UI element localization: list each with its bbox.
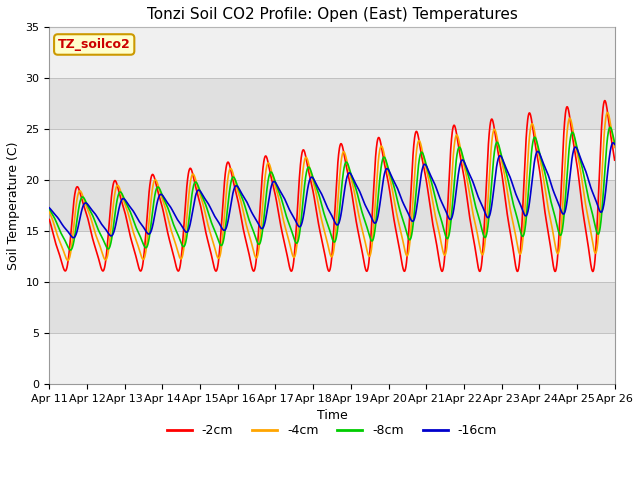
-4cm — [349, 181, 356, 187]
-8cm — [577, 158, 584, 164]
-16cm — [204, 199, 211, 205]
-2cm — [589, 269, 596, 275]
Line: -16cm: -16cm — [49, 143, 614, 238]
Bar — [49, 129, 614, 180]
-8cm — [204, 206, 211, 212]
Line: -8cm: -8cm — [49, 127, 614, 250]
-8cm — [45, 206, 53, 212]
-16cm — [70, 235, 77, 240]
Text: TZ_soilco2: TZ_soilco2 — [58, 38, 131, 51]
-2cm — [611, 157, 618, 163]
-4cm — [611, 144, 618, 150]
Bar — [49, 231, 614, 282]
-16cm — [577, 156, 584, 161]
Line: -2cm: -2cm — [49, 101, 614, 272]
Bar — [49, 27, 614, 78]
-2cm — [203, 234, 211, 240]
-2cm — [601, 98, 609, 104]
-8cm — [606, 124, 614, 130]
Line: -4cm: -4cm — [49, 112, 614, 261]
-4cm — [497, 153, 504, 158]
-16cm — [561, 209, 569, 215]
-8cm — [67, 247, 74, 253]
Bar — [49, 333, 614, 384]
-16cm — [349, 174, 356, 180]
-4cm — [45, 209, 53, 215]
-16cm — [497, 153, 504, 159]
-2cm — [577, 188, 584, 194]
-2cm — [361, 262, 369, 268]
-8cm — [361, 218, 369, 224]
-8cm — [561, 202, 569, 208]
X-axis label: Time: Time — [317, 409, 348, 422]
-16cm — [611, 142, 618, 147]
Title: Tonzi Soil CO2 Profile: Open (East) Temperatures: Tonzi Soil CO2 Profile: Open (East) Temp… — [147, 7, 517, 22]
Legend: -2cm, -4cm, -8cm, -16cm: -2cm, -4cm, -8cm, -16cm — [162, 419, 502, 442]
-16cm — [609, 140, 617, 145]
-8cm — [349, 176, 356, 182]
-4cm — [577, 168, 584, 174]
-2cm — [561, 119, 568, 125]
-4cm — [361, 238, 369, 243]
-2cm — [497, 161, 504, 167]
-8cm — [497, 149, 504, 155]
-4cm — [604, 109, 611, 115]
-16cm — [45, 205, 53, 211]
-4cm — [64, 258, 72, 264]
-2cm — [45, 216, 53, 222]
-4cm — [561, 162, 569, 168]
Y-axis label: Soil Temperature (C): Soil Temperature (C) — [7, 142, 20, 270]
-8cm — [611, 140, 618, 146]
-2cm — [348, 193, 356, 199]
-4cm — [204, 219, 211, 225]
-16cm — [361, 202, 369, 207]
